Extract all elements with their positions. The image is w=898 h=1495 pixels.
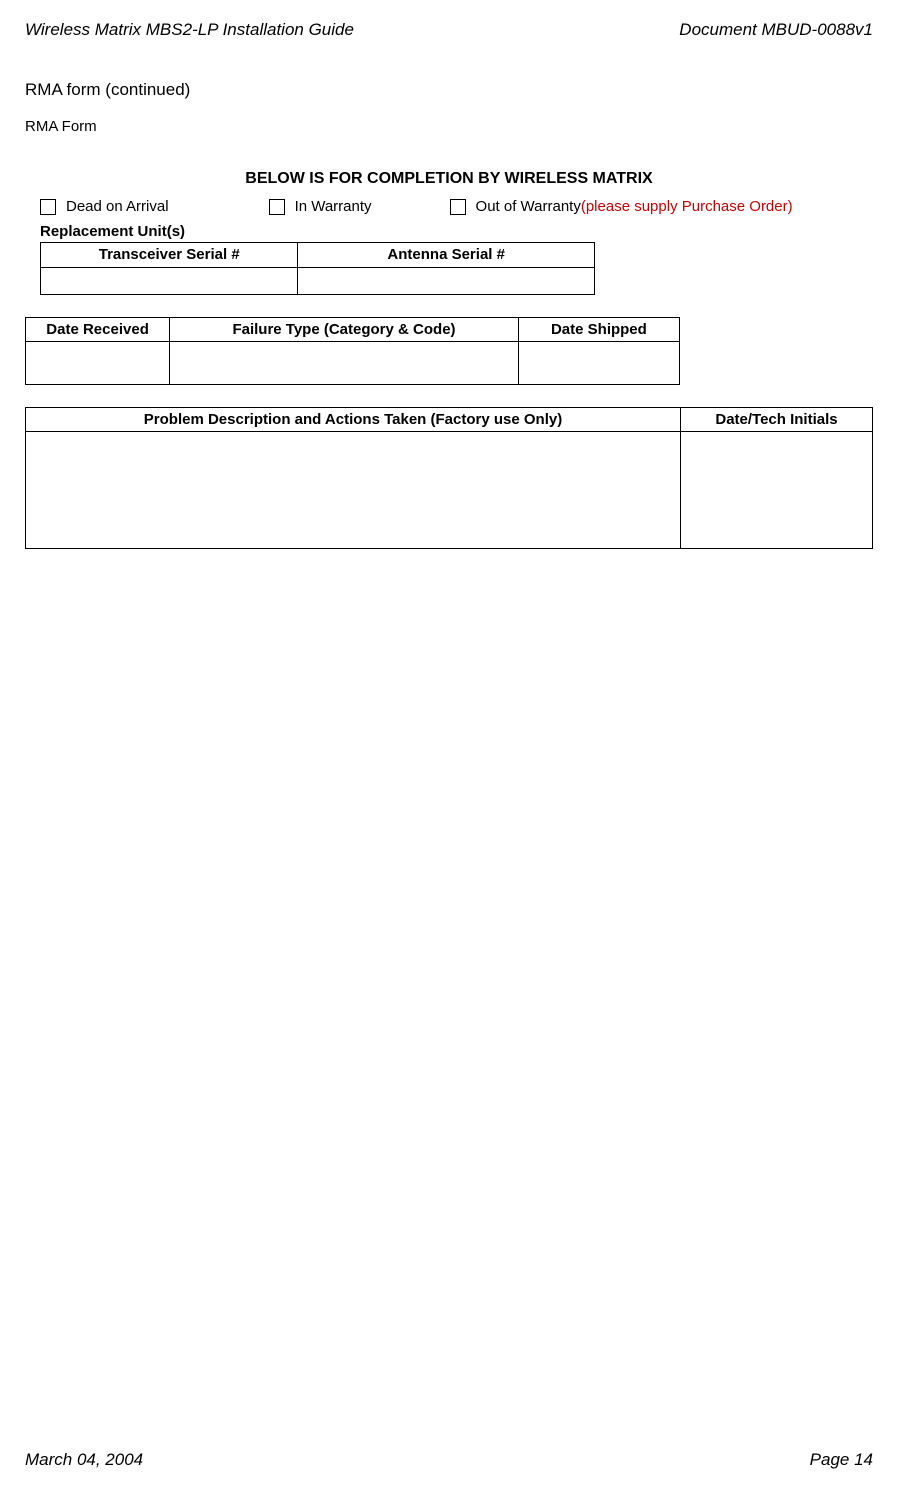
table-header-row: Transceiver Serial # Antenna Serial # — [41, 243, 595, 268]
cell-failure-type[interactable] — [170, 342, 519, 385]
completion-header: BELOW IS FOR COMPLETION BY WIRELESS MATR… — [25, 170, 873, 188]
cell-date-received[interactable] — [26, 342, 170, 385]
checkbox-label-in-warranty: In Warranty — [295, 198, 372, 215]
checkbox-row: Dead on Arrival In Warranty Out of Warra… — [40, 198, 873, 215]
checkbox-in-warranty[interactable] — [269, 199, 285, 215]
table-row — [41, 268, 595, 295]
replacement-units-table: Transceiver Serial # Antenna Serial # — [40, 242, 595, 295]
table-header-row: Date Received Failure Type (Category & C… — [26, 318, 680, 342]
page-footer: March 04, 2004 Page 14 — [25, 1450, 873, 1470]
col-antenna-serial: Antenna Serial # — [298, 243, 595, 268]
table-header-row: Problem Description and Actions Taken (F… — [26, 408, 873, 432]
footer-left: March 04, 2004 — [25, 1450, 143, 1470]
col-date-shipped: Date Shipped — [518, 318, 679, 342]
failure-table: Date Received Failure Type (Category & C… — [25, 317, 680, 385]
checkbox-label-out-warranty: Out of Warranty — [476, 198, 581, 215]
out-warranty-note: (please supply Purchase Order) — [581, 198, 793, 215]
footer-right: Page 14 — [810, 1450, 873, 1470]
cell-date-shipped[interactable] — [518, 342, 679, 385]
col-transceiver-serial: Transceiver Serial # — [41, 243, 298, 268]
checkbox-dead-on-arrival[interactable] — [40, 199, 56, 215]
col-failure-type: Failure Type (Category & Code) — [170, 318, 519, 342]
cell-transceiver-serial[interactable] — [41, 268, 298, 295]
problem-description-table: Problem Description and Actions Taken (F… — [25, 407, 873, 549]
header-right: Document MBUD-0088v1 — [679, 20, 873, 40]
cell-problem-description[interactable] — [26, 432, 681, 549]
form-label: RMA Form — [25, 118, 873, 135]
page-header: Wireless Matrix MBS2-LP Installation Gui… — [25, 20, 873, 40]
checkbox-out-warranty[interactable] — [450, 199, 466, 215]
col-date-received: Date Received — [26, 318, 170, 342]
cell-date-tech-initials[interactable] — [681, 432, 873, 549]
replacement-units-label: Replacement Unit(s) — [40, 223, 873, 240]
checkbox-label-dead: Dead on Arrival — [66, 198, 169, 215]
section-title: RMA form (continued) — [25, 80, 873, 100]
cell-antenna-serial[interactable] — [298, 268, 595, 295]
table-row — [26, 432, 873, 549]
table-row — [26, 342, 680, 385]
col-problem-description: Problem Description and Actions Taken (F… — [26, 408, 681, 432]
col-date-tech-initials: Date/Tech Initials — [681, 408, 873, 432]
header-left: Wireless Matrix MBS2-LP Installation Gui… — [25, 20, 354, 40]
